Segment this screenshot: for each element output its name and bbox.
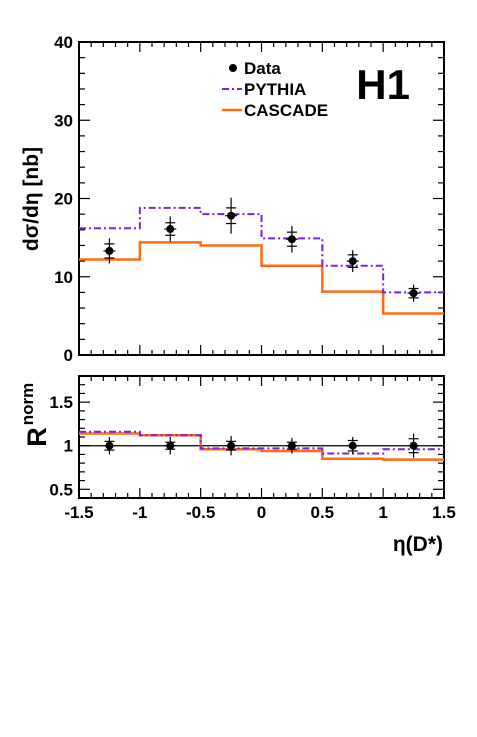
top-cascade-step xyxy=(79,241,444,315)
bottom-y-tick-labels: 0.5 1 1.5 xyxy=(49,393,73,499)
top-y-tick-label: 0 xyxy=(64,346,73,365)
x-tick-label: 1 xyxy=(378,503,387,522)
ratio-ylabel: R xyxy=(22,427,52,447)
top-series-layer xyxy=(79,197,444,315)
ratio-ylabel-superscript: norm xyxy=(18,383,37,426)
top-data-point xyxy=(409,289,418,298)
legend-data-marker xyxy=(229,64,237,72)
bottom-axis-ticks xyxy=(78,375,445,499)
top-data-point xyxy=(105,246,114,255)
bot-data-point xyxy=(287,441,296,450)
legend-pythia-label: PYTHIA xyxy=(244,80,306,99)
bot-data-point xyxy=(409,441,418,450)
top-data-point xyxy=(227,211,236,220)
experiment-label: H1 xyxy=(356,61,410,108)
top-pythia-step xyxy=(79,206,444,294)
bot-data-point xyxy=(227,441,236,450)
top-y-tick-label: 20 xyxy=(54,190,73,209)
bot-cascade-step xyxy=(79,432,444,461)
top-data-point xyxy=(348,257,357,266)
bot-y-tick-label: 1.5 xyxy=(49,393,73,412)
x-tick-label: -1.5 xyxy=(64,503,93,522)
cross-section-panel: 0 10 20 30 40 dσ/dη [nb] H1 Data PYTHIA CASC… xyxy=(20,33,445,365)
x-axis-title: η(D*) xyxy=(393,533,443,556)
bot-y-tick-label: 1 xyxy=(64,437,73,456)
bot-data-point xyxy=(348,441,357,450)
bot-data-point xyxy=(166,441,175,450)
legend-cascade-label: CASCADE xyxy=(244,101,328,120)
bottom-y-axis-title: R norm xyxy=(18,383,52,447)
x-tick-label: -0.5 xyxy=(186,503,215,522)
bot-y-tick-label: 0.5 xyxy=(49,480,73,499)
top-y-axis-title: dσ/dη [nb] xyxy=(20,147,43,251)
bottom-x-tick-labels: -1.5 -1 -0.5 0 0.5 1 1.5 xyxy=(64,503,455,522)
top-y-tick-label: 40 xyxy=(54,33,73,52)
top-y-tick-labels: 0 10 20 30 40 xyxy=(54,33,73,365)
bot-data-point xyxy=(105,441,114,450)
top-data-point xyxy=(287,235,296,244)
bot-pythia-step xyxy=(79,430,444,455)
top-y-tick-label: 10 xyxy=(54,268,73,287)
x-tick-label: -1 xyxy=(132,503,147,522)
x-tick-label: 1.5 xyxy=(432,503,456,522)
x-tick-label: 0.5 xyxy=(311,503,335,522)
top-y-tick-label: 30 xyxy=(54,111,73,130)
legend: Data PYTHIA CASCADE xyxy=(222,59,328,120)
top-data-point xyxy=(166,225,175,234)
legend-data-label: Data xyxy=(244,59,281,78)
x-tick-label: 0 xyxy=(257,503,266,522)
bottom-plot-frame xyxy=(78,375,445,499)
ratio-panel: 0.5 1 1.5 -1.5 -1 -0.5 0 0.5 1 1.5 R norm η(D*) xyxy=(18,375,456,556)
bottom-series-layer xyxy=(79,430,444,461)
top-axis-ticks xyxy=(78,41,445,356)
